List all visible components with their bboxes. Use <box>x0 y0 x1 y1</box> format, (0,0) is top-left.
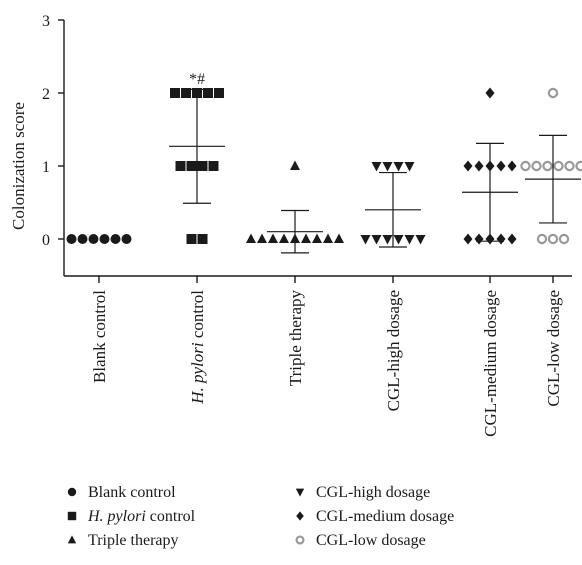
data-point <box>508 161 517 172</box>
data-point <box>560 235 568 243</box>
data-point <box>301 234 311 244</box>
data-point <box>405 235 415 245</box>
data-point <box>214 88 224 98</box>
y-tick-label: 0 <box>42 232 50 249</box>
data-point <box>209 161 219 171</box>
x-tick-label: CGL-medium dosage <box>481 290 500 437</box>
data-point <box>111 234 121 244</box>
data-point <box>543 162 551 170</box>
data-point <box>486 88 495 99</box>
data-point <box>565 162 573 170</box>
legend-marker <box>297 537 304 544</box>
series-group <box>521 89 582 243</box>
legend-label: Blank control <box>88 484 176 501</box>
data-point <box>475 234 484 245</box>
legend-item: CGL-high dosage <box>296 484 430 501</box>
data-point <box>187 234 197 244</box>
legend-item: H. pylori control <box>68 508 196 525</box>
legend-item: Triple therapy <box>68 532 179 549</box>
data-point <box>475 161 484 172</box>
data-point <box>187 161 197 171</box>
legend-item: CGL-medium dosage <box>296 508 454 525</box>
series-group <box>462 88 518 245</box>
series-group <box>361 162 426 247</box>
data-point <box>361 235 371 245</box>
legend-marker <box>68 488 76 496</box>
data-point <box>372 162 382 172</box>
legend-marker <box>296 489 304 497</box>
y-tick-label: 1 <box>42 159 50 176</box>
data-point <box>394 162 404 172</box>
data-point <box>257 234 267 244</box>
legend-marker <box>68 535 76 543</box>
data-point <box>576 162 582 170</box>
data-point <box>464 161 473 172</box>
data-point <box>268 234 278 244</box>
series-group <box>169 88 225 244</box>
data-point <box>497 234 506 245</box>
x-tick-label: Blank control <box>90 290 109 383</box>
y-axis-label: Colonization score <box>9 102 28 230</box>
data-point <box>416 235 426 245</box>
legend-label: CGL-medium dosage <box>316 508 454 525</box>
x-tick-label: H. pylori control <box>188 290 207 405</box>
legend-label: CGL-high dosage <box>316 484 430 501</box>
data-point <box>290 161 300 171</box>
legend-item: Blank control <box>68 484 176 501</box>
y-tick-label: 2 <box>42 86 50 103</box>
data-point <box>554 162 562 170</box>
legend-label: Triple therapy <box>88 532 179 549</box>
data-point <box>312 234 322 244</box>
data-point <box>78 234 88 244</box>
x-tick-label: Triple therapy <box>286 290 305 387</box>
data-point <box>497 161 506 172</box>
data-point <box>405 162 415 172</box>
data-point <box>279 234 289 244</box>
data-point <box>100 234 110 244</box>
y-tick-label: 3 <box>42 13 50 30</box>
data-point <box>176 161 186 171</box>
data-point <box>538 235 546 243</box>
data-point <box>122 234 132 244</box>
data-point <box>521 162 529 170</box>
data-point <box>170 88 180 98</box>
data-point <box>549 89 557 97</box>
series-group <box>67 234 132 244</box>
data-point <box>246 234 256 244</box>
data-point <box>372 235 382 245</box>
data-point <box>323 234 333 244</box>
data-point <box>67 234 77 244</box>
data-point <box>549 235 557 243</box>
legend-label: H. pylori control <box>87 508 196 525</box>
x-tick-label: CGL-high dosage <box>384 290 403 411</box>
legend-marker <box>296 511 304 520</box>
legend: Blank control H. pylori control Triple the… <box>68 484 454 549</box>
data-point <box>89 234 99 244</box>
data-point <box>198 161 208 171</box>
plot-area: 0 1 2 3 Blank control H. pylori control Triple… <box>42 13 582 437</box>
x-tick-label: CGL-low dosage <box>544 290 563 407</box>
data-point <box>394 235 404 245</box>
legend-marker <box>68 512 76 520</box>
legend-label: CGL-low dosage <box>316 532 426 549</box>
data-point <box>334 234 344 244</box>
series-group <box>246 161 344 253</box>
data-point <box>532 162 540 170</box>
data-point <box>508 234 517 245</box>
significance-mark: *# <box>189 71 205 88</box>
data-point <box>198 234 208 244</box>
data-point <box>383 235 393 245</box>
data-point <box>383 162 393 172</box>
data-point <box>464 234 473 245</box>
legend-item: CGL-low dosage <box>297 532 426 549</box>
